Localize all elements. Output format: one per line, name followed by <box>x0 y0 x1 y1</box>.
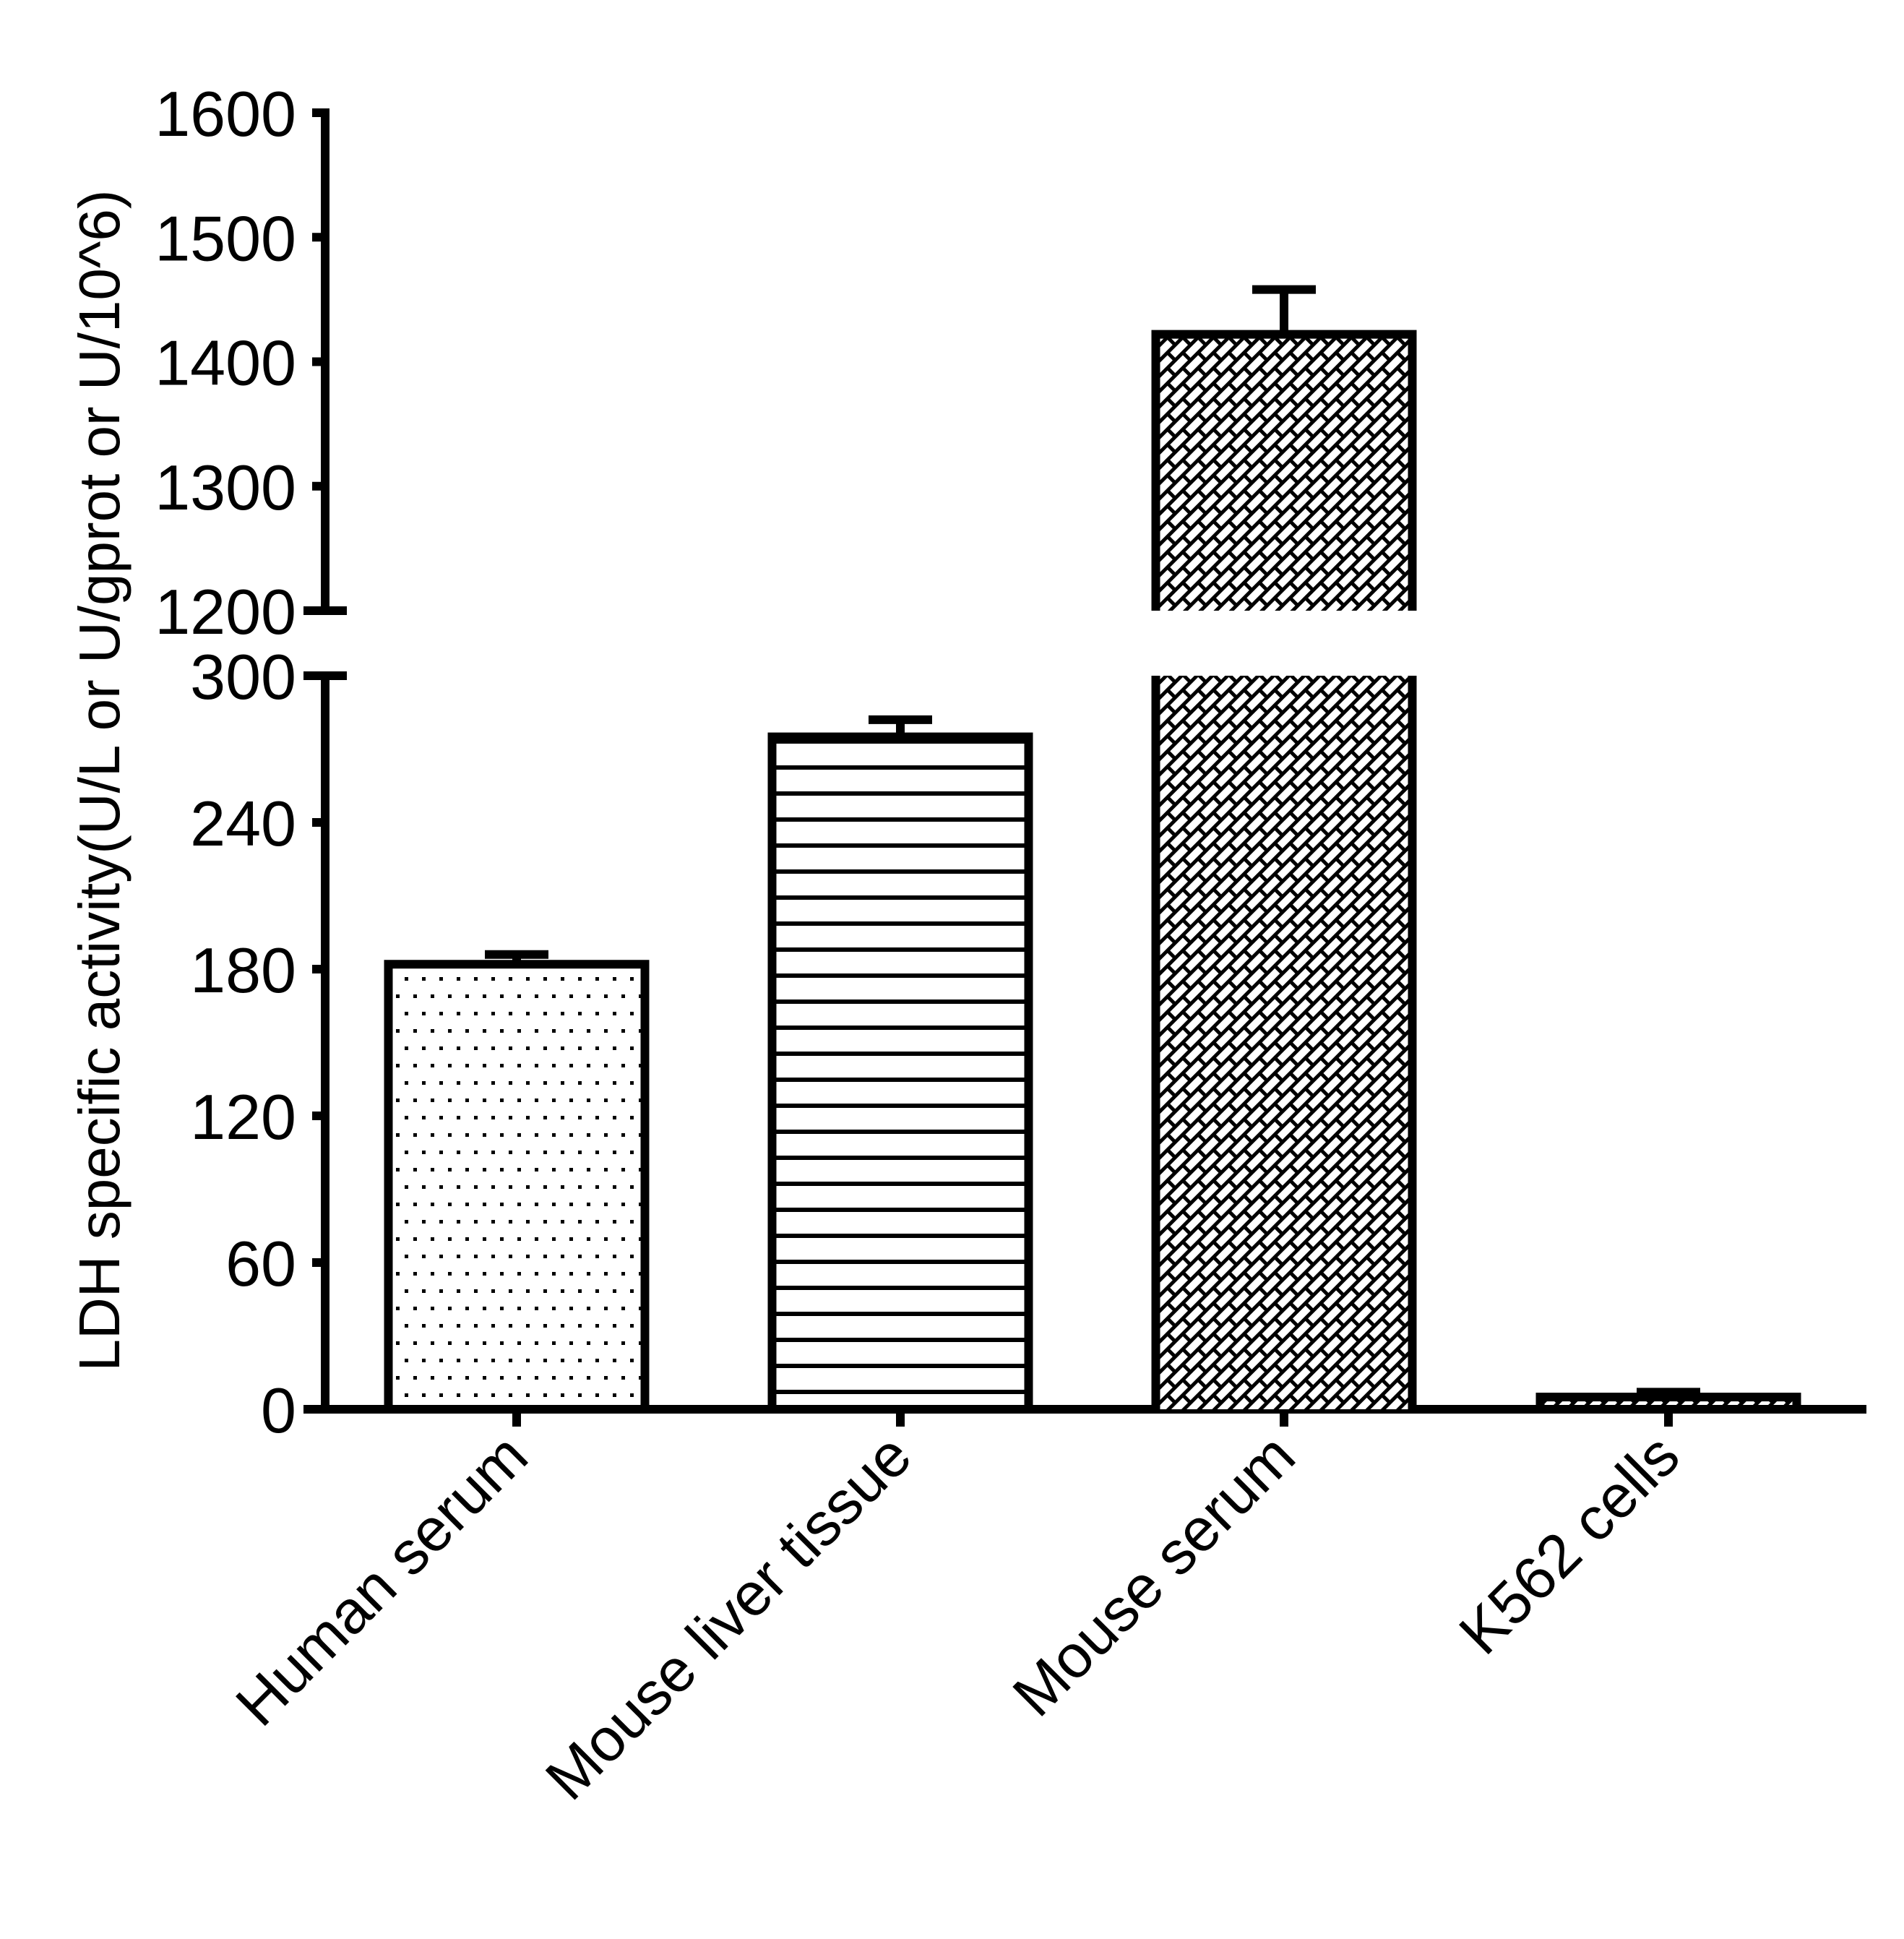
x-tick-label: K562 cells <box>1446 1421 1692 1667</box>
bar-rect-upper <box>1155 334 1413 611</box>
bar-mouse-serum <box>1151 285 1417 1409</box>
y-tick-label: 1600 <box>155 78 296 150</box>
y-tick-label: 1500 <box>155 202 296 274</box>
bar-rect <box>384 960 650 1414</box>
bar-k562-cells <box>1535 1388 1801 1414</box>
y-tick-label: 1400 <box>155 327 296 399</box>
y-tick-label: 120 <box>190 1081 296 1153</box>
y-tick-label: 180 <box>190 934 296 1006</box>
y-tick-label: 1200 <box>155 576 296 648</box>
x-tick-label: Human serum <box>223 1421 540 1738</box>
y-tick-label: 1300 <box>155 452 296 523</box>
y-tick-label: 0 <box>261 1375 296 1446</box>
y-axis-label: LDH specific activity(U/L or U/gprot or … <box>67 189 132 1371</box>
y-tick-label: 240 <box>190 788 296 859</box>
bars <box>384 285 1801 1414</box>
bar-rect-lower <box>1155 676 1413 1409</box>
y-tick-label: 300 <box>190 641 296 713</box>
y-axis-title: LDH specific activity(U/L or U/gprot or … <box>67 189 132 1371</box>
x-tick-label: Mouse liver tissue <box>533 1421 924 1813</box>
y-tick-label: 60 <box>225 1228 296 1299</box>
x-tick-label: Mouse serum <box>999 1421 1307 1729</box>
bar-rect <box>767 732 1033 1414</box>
bar-rect <box>1535 1393 1801 1414</box>
bar-mouse-liver-tissue <box>767 715 1033 1414</box>
bar-human-serum <box>384 950 650 1414</box>
